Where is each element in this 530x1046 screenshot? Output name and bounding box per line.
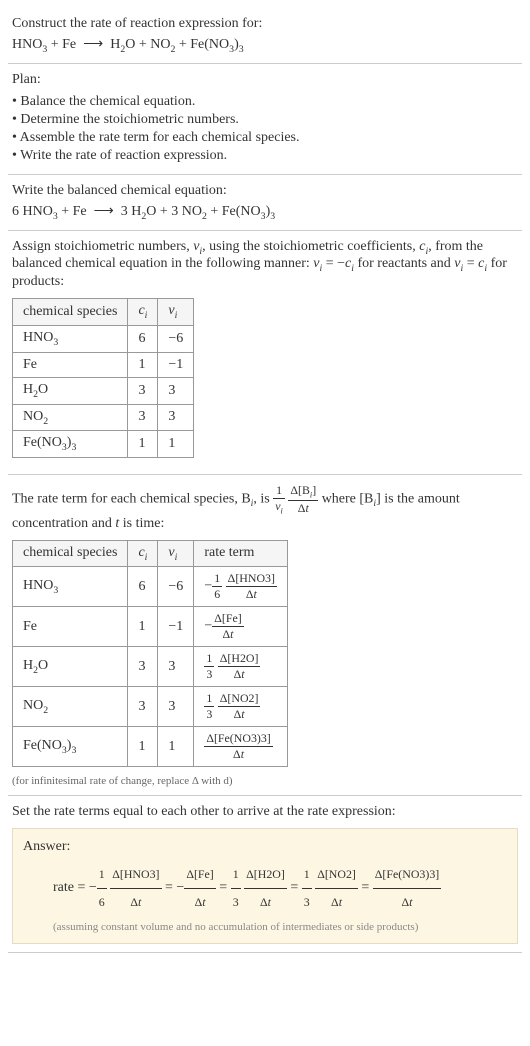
cell-species: Fe(NO3)3 xyxy=(13,431,128,458)
table-row: HNO3 6 −6 −16 Δ[HNO3]Δt xyxy=(13,567,288,607)
cell-c: 3 xyxy=(128,404,158,431)
final-section: Set the rate terms equal to each other t… xyxy=(8,796,522,952)
cell-species: HNO3 xyxy=(13,567,128,607)
table-row: H2O 3 3 13 Δ[H2O]Δt xyxy=(13,647,288,687)
cell-c: 3 xyxy=(128,647,158,687)
cell-species: Fe(NO3)3 xyxy=(13,727,128,767)
cell-v: 1 xyxy=(158,431,194,458)
plan-list: • Balance the chemical equation. • Deter… xyxy=(12,94,518,164)
col-rateterm: rate term xyxy=(194,540,288,567)
cell-species: Fe xyxy=(13,607,128,647)
cell-species: HNO3 xyxy=(13,325,128,352)
final-heading: Set the rate terms equal to each other t… xyxy=(12,804,518,820)
cell-term: 13 Δ[H2O]Δt xyxy=(194,647,288,687)
cell-c: 1 xyxy=(128,352,158,377)
table-header-row: chemical species ci νi rate term xyxy=(13,540,288,567)
cell-v: 3 xyxy=(158,687,194,727)
cell-c: 3 xyxy=(128,687,158,727)
cell-c: 1 xyxy=(128,431,158,458)
prompt-title: Construct the rate of reaction expressio… xyxy=(12,16,518,32)
rateterm-table: chemical species ci νi rate term HNO3 6 … xyxy=(12,540,288,768)
table-row: Fe 1 −1 xyxy=(13,352,194,377)
balanced-section: Write the balanced chemical equation: 6 … xyxy=(8,175,522,231)
rateterm-section: The rate term for each chemical species,… xyxy=(8,475,522,796)
balanced-heading: Write the balanced chemical equation: xyxy=(12,183,518,199)
table-row: HNO3 6 −6 xyxy=(13,325,194,352)
rateterm-heading: The rate term for each chemical species,… xyxy=(12,483,518,531)
rateterm-note: (for infinitesimal rate of change, repla… xyxy=(12,775,518,787)
cell-term: Δ[Fe(NO3)3]Δt xyxy=(194,727,288,767)
plan-section: Plan: • Balance the chemical equation. •… xyxy=(8,64,522,175)
table-row: NO2 3 3 13 Δ[NO2]Δt xyxy=(13,687,288,727)
plan-item: • Write the rate of reaction expression. xyxy=(12,148,518,164)
unbalanced-equation: HNO3 + Fe ⟶ H2O + NO2 + Fe(NO3)3 xyxy=(12,36,518,55)
cell-c: 6 xyxy=(128,567,158,607)
stoich-heading: Assign stoichiometric numbers, νi, using… xyxy=(12,239,518,291)
cell-species: H2O xyxy=(13,647,128,687)
cell-v: 3 xyxy=(158,377,194,404)
cell-c: 6 xyxy=(128,325,158,352)
cell-species: Fe xyxy=(13,352,128,377)
plan-item: • Assemble the rate term for each chemic… xyxy=(12,130,518,146)
prompt-section: Construct the rate of reaction expressio… xyxy=(8,8,522,64)
plan-heading: Plan: xyxy=(12,72,518,88)
cell-species: NO2 xyxy=(13,687,128,727)
balanced-equation: 6 HNO3 + Fe ⟶ 3 H2O + 3 NO2 + Fe(NO3)3 xyxy=(12,203,518,222)
table-row: Fe(NO3)3 1 1 xyxy=(13,431,194,458)
stoich-table: chemical species ci νi HNO3 6 −6 Fe 1 −1… xyxy=(12,298,194,458)
table-header-row: chemical species ci νi xyxy=(13,299,194,326)
cell-v: −6 xyxy=(158,567,194,607)
cell-term: −Δ[Fe]Δt xyxy=(194,607,288,647)
cell-species: NO2 xyxy=(13,404,128,431)
stoich-section: Assign stoichiometric numbers, νi, using… xyxy=(8,231,522,476)
cell-v: 3 xyxy=(158,404,194,431)
col-species: chemical species xyxy=(13,299,128,326)
cell-term: 13 Δ[NO2]Δt xyxy=(194,687,288,727)
cell-term: −16 Δ[HNO3]Δt xyxy=(194,567,288,607)
cell-c: 1 xyxy=(128,727,158,767)
col-species: chemical species xyxy=(13,540,128,567)
cell-c: 3 xyxy=(128,377,158,404)
cell-v: −1 xyxy=(158,607,194,647)
col-ci: ci xyxy=(128,540,158,567)
answer-box: Answer: rate = −16 Δ[HNO3]Δt = −Δ[Fe]Δt … xyxy=(12,828,518,943)
col-vi: νi xyxy=(158,299,194,326)
table-row: NO2 3 3 xyxy=(13,404,194,431)
plan-item: • Determine the stoichiometric numbers. xyxy=(12,112,518,128)
table-row: Fe(NO3)3 1 1 Δ[Fe(NO3)3]Δt xyxy=(13,727,288,767)
table-row: Fe 1 −1 −Δ[Fe]Δt xyxy=(13,607,288,647)
table-row: H2O 3 3 xyxy=(13,377,194,404)
cell-v: −6 xyxy=(158,325,194,352)
cell-v: 1 xyxy=(158,727,194,767)
cell-v: 3 xyxy=(158,647,194,687)
cell-v: −1 xyxy=(158,352,194,377)
plan-item: • Balance the chemical equation. xyxy=(12,94,518,110)
cell-c: 1 xyxy=(128,607,158,647)
col-vi: νi xyxy=(158,540,194,567)
col-ci: ci xyxy=(128,299,158,326)
answer-label: Answer: xyxy=(23,839,507,855)
cell-species: H2O xyxy=(13,377,128,404)
rate-expression: rate = −16 Δ[HNO3]Δt = −Δ[Fe]Δt = 13 Δ[H… xyxy=(23,861,507,914)
answer-note: (assuming constant volume and no accumul… xyxy=(23,921,507,933)
